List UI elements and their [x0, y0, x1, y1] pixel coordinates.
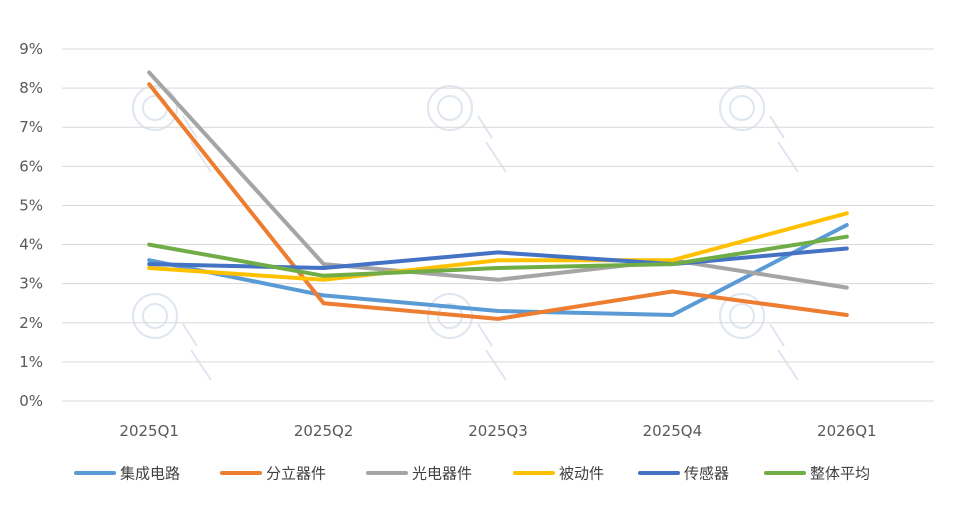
y-tick-label: 4%: [19, 236, 43, 254]
legend-item: 传感器: [638, 465, 729, 483]
y-tick-label: 5%: [19, 196, 43, 214]
y-tick-label: 8%: [19, 79, 43, 97]
series-line-1: [147, 82, 849, 321]
legend-label: 传感器: [684, 465, 729, 483]
x-tick-label: 2025Q1: [119, 422, 179, 440]
gridlines: [62, 48, 934, 402]
watermark-logo: [132, 293, 212, 381]
series-line-0: [147, 223, 849, 317]
y-tick-label: 3%: [19, 275, 43, 293]
legend-item: 光电器件: [366, 465, 472, 483]
legend-label: 光电器件: [412, 465, 472, 483]
legend-label: 被动件: [559, 465, 604, 483]
y-tick-label: 7%: [19, 118, 43, 136]
x-tick-label: 2026Q1: [817, 422, 877, 440]
legend-item: 被动件: [513, 465, 604, 483]
watermark-logo: [719, 85, 799, 173]
legend-item: 集成电路: [74, 465, 180, 483]
series-lines: [147, 70, 849, 321]
y-axis-ticks: 0% 1% 2% 3% 4% 5% 6% 7% 8% 9%: [19, 40, 43, 410]
y-tick-label: 1%: [19, 353, 43, 371]
series-line-2: [147, 70, 849, 290]
legend: 集成电路 分立器件 光电器件 被动件 传感器 整体平均: [74, 465, 870, 483]
legend-label: 集成电路: [120, 465, 180, 483]
x-tick-label: 2025Q3: [468, 422, 528, 440]
legend-item: 整体平均: [764, 465, 870, 483]
legend-label: 分立器件: [266, 465, 326, 483]
watermark-logo: [427, 85, 507, 173]
x-axis-ticks: 2025Q1 2025Q2 2025Q3 2025Q4 2026Q1: [119, 422, 876, 440]
y-tick-label: 6%: [19, 157, 43, 175]
series-line-5: [147, 234, 849, 278]
watermark-layer: [132, 85, 799, 381]
watermark-logo: [719, 293, 799, 381]
y-tick-label: 9%: [19, 40, 43, 58]
legend-label: 整体平均: [810, 465, 870, 483]
x-tick-label: 2025Q2: [294, 422, 354, 440]
series-line-3: [147, 211, 849, 282]
y-tick-label: 2%: [19, 314, 43, 332]
y-tick-label: 0%: [19, 392, 43, 410]
legend-item: 分立器件: [220, 465, 326, 483]
x-tick-label: 2025Q4: [643, 422, 703, 440]
